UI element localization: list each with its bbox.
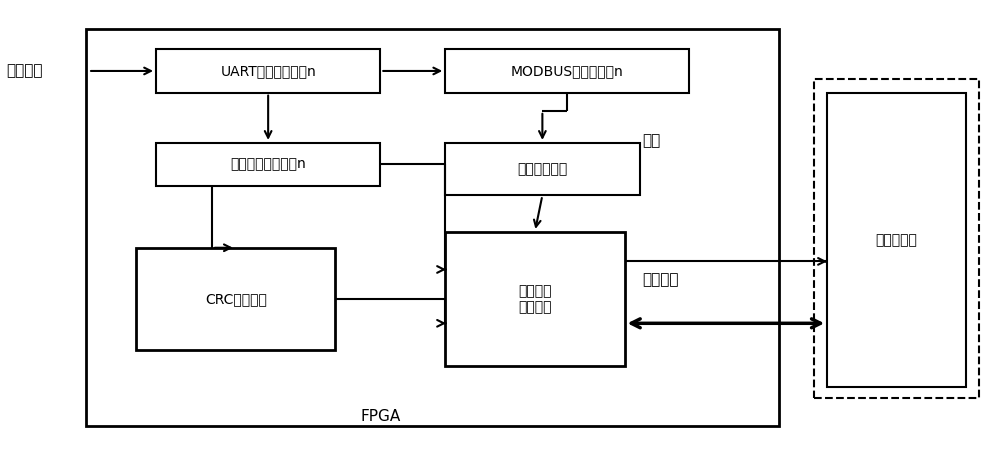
Text: MODBUS帧识别单元n: MODBUS帧识别单元n: [511, 64, 624, 78]
Bar: [156, 143, 380, 186]
Text: FPGA: FPGA: [360, 409, 400, 424]
Text: 串口数据接收缓存n: 串口数据接收缓存n: [230, 157, 306, 172]
Text: CRC校验单元: CRC校验单元: [205, 292, 267, 306]
Text: 数据接收: 数据接收: [6, 63, 43, 78]
Bar: [156, 49, 380, 93]
Text: 核心控制单元: 核心控制单元: [517, 162, 568, 176]
Text: 并行总线: 并行总线: [643, 272, 679, 287]
Text: 应用处理器: 应用处理器: [875, 233, 917, 247]
Text: 中断: 中断: [643, 133, 661, 148]
Bar: [445, 49, 689, 93]
Bar: [86, 29, 779, 425]
Text: UART通信控制单元n: UART通信控制单元n: [220, 64, 316, 78]
Bar: [445, 143, 640, 195]
Bar: [445, 232, 625, 366]
Bar: [827, 93, 966, 387]
Bar: [814, 79, 979, 398]
Bar: [136, 248, 335, 350]
Text: 对外数字
通信接口: 对外数字 通信接口: [518, 284, 552, 314]
